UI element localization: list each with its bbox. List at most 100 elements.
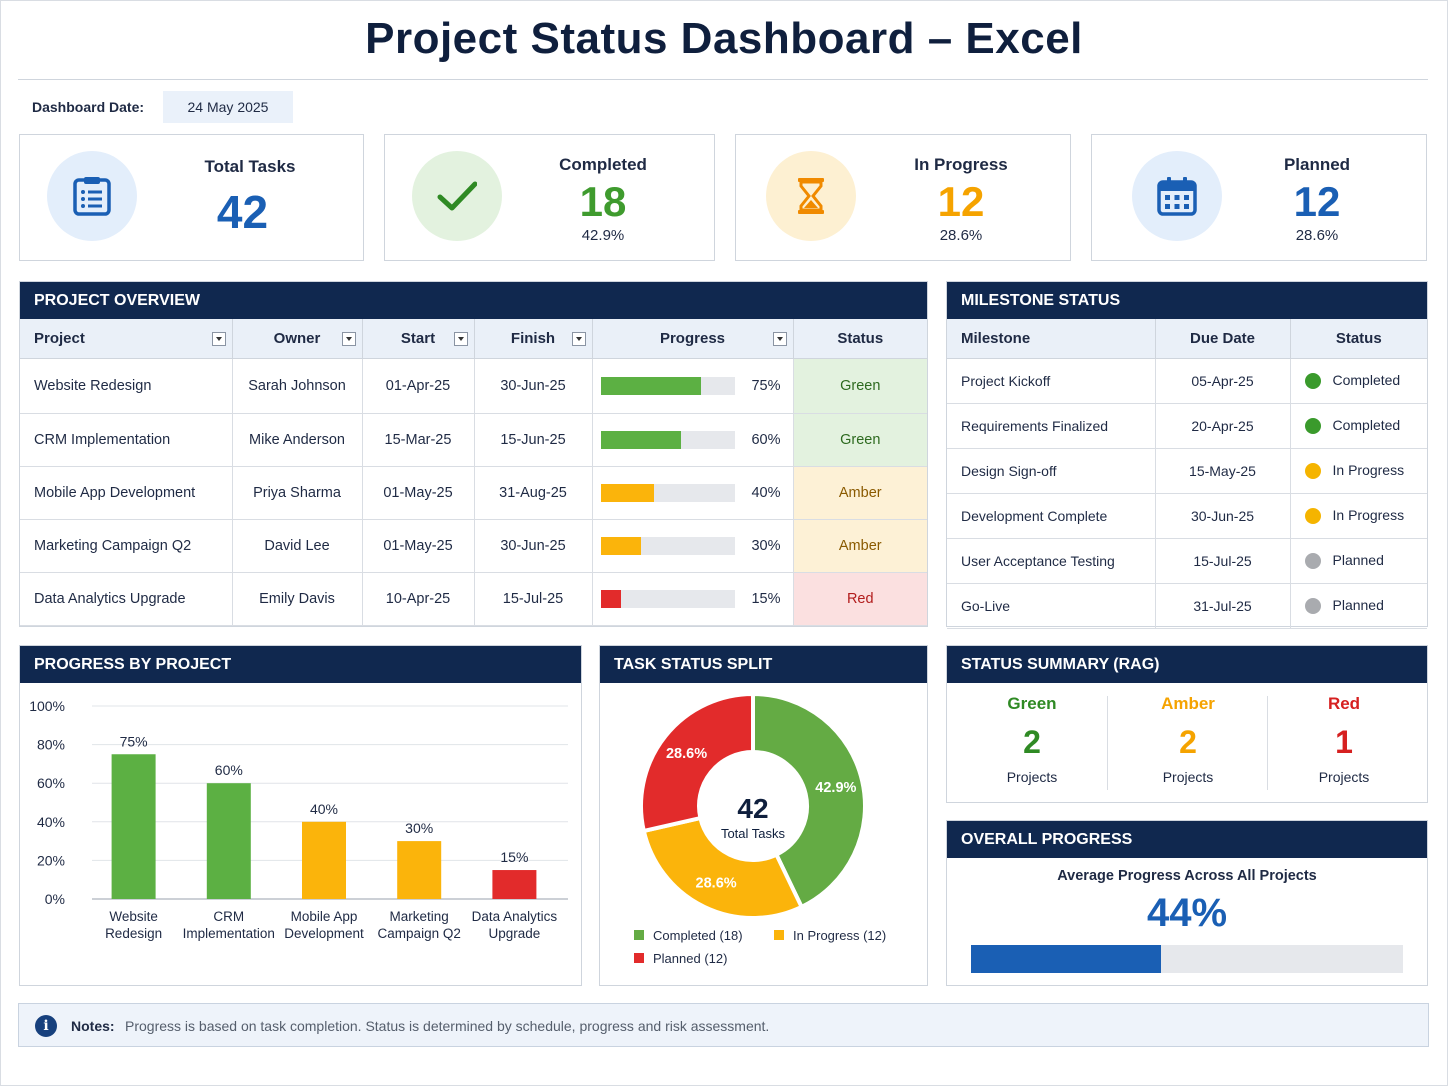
progress-cell[interactable]: 30% (592, 519, 794, 573)
project-name[interactable]: Website Redesign (20, 358, 233, 414)
kpi-percent: 28.6% (939, 227, 983, 244)
status-badge[interactable]: Amber (793, 519, 927, 573)
finish-date-cell[interactable]: 30-Jun-25 (474, 358, 593, 414)
status-summary-panel: STATUS SUMMARY (RAG) Green 2 Projects Am… (946, 645, 1428, 803)
milestone-status-label: Completed (1332, 371, 1401, 388)
project-name[interactable]: Marketing Campaign Q2 (20, 519, 233, 573)
column-header-status[interactable]: Status (1290, 319, 1427, 359)
column-header-finish[interactable]: Finish (474, 319, 593, 359)
start-date-cell[interactable]: 01-Apr-25 (362, 358, 475, 414)
milestone-name[interactable]: Design Sign-off (947, 448, 1156, 494)
kpi-label: Completed (559, 155, 647, 174)
column-header-due-date[interactable]: Due Date (1155, 319, 1291, 359)
milestone-name[interactable]: Development Complete (947, 493, 1156, 539)
finish-date-cell[interactable]: 31-Aug-25 (474, 466, 593, 520)
column-header-owner[interactable]: Owner (232, 319, 363, 359)
table-row[interactable]: Requirements Finalized 20-Apr-25 Completed (947, 403, 1427, 449)
table-row[interactable]: CRM Implementation Mike Anderson 15-Mar-25… (20, 413, 927, 467)
column-header-project[interactable]: Project (20, 319, 233, 359)
milestone-status-cell[interactable]: Planned (1290, 583, 1427, 629)
due-date-cell[interactable]: 15-Jul-25 (1155, 538, 1291, 584)
rag-label: Amber (1161, 694, 1215, 713)
status-badge[interactable]: Green (793, 358, 927, 414)
table-row[interactable]: Data Analytics Upgrade Emily Davis 10-Apr-… (20, 572, 927, 626)
finish-date-cell[interactable]: 30-Jun-25 (474, 519, 593, 573)
table-row[interactable]: Development Complete 30-Jun-25 In Progress (947, 493, 1427, 539)
project-name[interactable]: Mobile App Development (20, 466, 233, 520)
bar-value-label: 60% (215, 762, 243, 778)
start-date-cell[interactable]: 10-Apr-25 (362, 572, 475, 626)
x-tick-label: CRM (213, 909, 244, 924)
milestone-name[interactable]: Go-Live (947, 583, 1156, 629)
table-row[interactable]: Design Sign-off 15-May-25 In Progress (947, 448, 1427, 494)
due-date-cell[interactable]: 05-Apr-25 (1155, 358, 1291, 404)
progress-percent: 40% (751, 484, 781, 501)
finish-date-cell[interactable]: 15-Jul-25 (474, 572, 593, 626)
column-header-status[interactable]: Status (793, 319, 927, 359)
progress-cell[interactable]: 40% (592, 466, 794, 520)
x-tick-label: Website (109, 909, 158, 924)
start-date-cell[interactable]: 01-May-25 (362, 519, 475, 573)
owner-cell[interactable]: Sarah Johnson (232, 358, 363, 414)
project-overview-panel: PROJECT OVERVIEW Project Owner Start Fin… (19, 281, 928, 627)
table-row[interactable]: Project Kickoff 05-Apr-25 Completed (947, 358, 1427, 404)
owner-cell[interactable]: Priya Sharma (232, 466, 363, 520)
project-name[interactable]: Data Analytics Upgrade (20, 572, 233, 626)
due-date-cell[interactable]: 30-Jun-25 (1155, 493, 1291, 539)
milestone-status-panel: MILESTONE STATUS Milestone Due Date Stat… (946, 281, 1428, 629)
filter-dropdown-icon[interactable] (571, 332, 586, 346)
milestone-name[interactable]: Project Kickoff (947, 358, 1156, 404)
progress-cell[interactable]: 15% (592, 572, 794, 626)
progress-fill (600, 376, 701, 395)
kpi-label: Planned (1283, 155, 1351, 174)
legend-swatch (774, 930, 784, 940)
due-date-cell[interactable]: 20-Apr-25 (1155, 403, 1291, 449)
milestone-status-cell[interactable]: Completed (1290, 403, 1427, 449)
table-row[interactable]: Mobile App Development Priya Sharma 01-May… (20, 466, 927, 520)
progress-cell[interactable]: 60% (592, 413, 794, 467)
start-date-cell[interactable]: 01-May-25 (362, 466, 475, 520)
status-badge[interactable]: Green (793, 413, 927, 467)
progress-percent: 60% (751, 431, 781, 448)
column-header-progress[interactable]: Progress (592, 319, 794, 359)
rag-label: Red (1327, 694, 1361, 713)
table-row[interactable]: Marketing Campaign Q2 David Lee 01-May-25 3… (20, 519, 927, 573)
milestone-status-cell[interactable]: In Progress (1290, 493, 1427, 539)
divider (1107, 696, 1108, 790)
milestone-status-cell[interactable]: Completed (1290, 358, 1427, 404)
milestone-name[interactable]: User Acceptance Testing (947, 538, 1156, 584)
due-date-cell[interactable]: 31-Jul-25 (1155, 583, 1291, 629)
legend-label: Planned (12) (653, 951, 727, 966)
status-badge[interactable]: Amber (793, 466, 927, 520)
status-badge[interactable]: Red (793, 572, 927, 626)
dashboard-date-value[interactable]: 24 May 2025 (163, 91, 293, 123)
start-date-cell[interactable]: 15-Mar-25 (362, 413, 475, 467)
owner-cell[interactable]: Mike Anderson (232, 413, 363, 467)
clipboard-icon (47, 151, 137, 241)
milestone-status-label: Completed (1332, 416, 1401, 433)
column-header-milestone[interactable]: Milestone (947, 319, 1156, 359)
table-row[interactable]: Website Redesign Sarah Johnson 01-Apr-25 30… (20, 358, 927, 414)
owner-cell[interactable]: David Lee (232, 519, 363, 573)
finish-date-cell[interactable]: 15-Jun-25 (474, 413, 593, 467)
progress-cell[interactable]: 75% (592, 358, 794, 414)
filter-dropdown-icon[interactable] (341, 332, 356, 346)
due-date-cell[interactable]: 15-May-25 (1155, 448, 1291, 494)
milestone-name[interactable]: Requirements Finalized (947, 403, 1156, 449)
rag-count: 1 (1335, 724, 1353, 760)
milestone-status-label: Planned (1332, 596, 1384, 613)
status-dot-icon (1304, 553, 1321, 570)
notes-text: Progress is based on task completion. St… (125, 1018, 770, 1034)
filter-dropdown-icon[interactable] (453, 332, 468, 346)
owner-cell[interactable]: Emily Davis (232, 572, 363, 626)
milestone-status-cell[interactable]: Planned (1290, 538, 1427, 584)
filter-dropdown-icon[interactable] (211, 332, 226, 346)
project-name[interactable]: CRM Implementation (20, 413, 233, 467)
milestone-status-cell[interactable]: In Progress (1290, 448, 1427, 494)
kpi-completed: Completed 18 42.9% (384, 134, 715, 261)
table-row[interactable]: Go-Live 31-Jul-25 Planned (947, 583, 1427, 629)
filter-dropdown-icon[interactable] (772, 332, 787, 346)
table-row[interactable]: User Acceptance Testing 15-Jul-25 Planned (947, 538, 1427, 584)
column-header-start[interactable]: Start (362, 319, 475, 359)
x-tick-label: Mobile App (291, 909, 358, 924)
